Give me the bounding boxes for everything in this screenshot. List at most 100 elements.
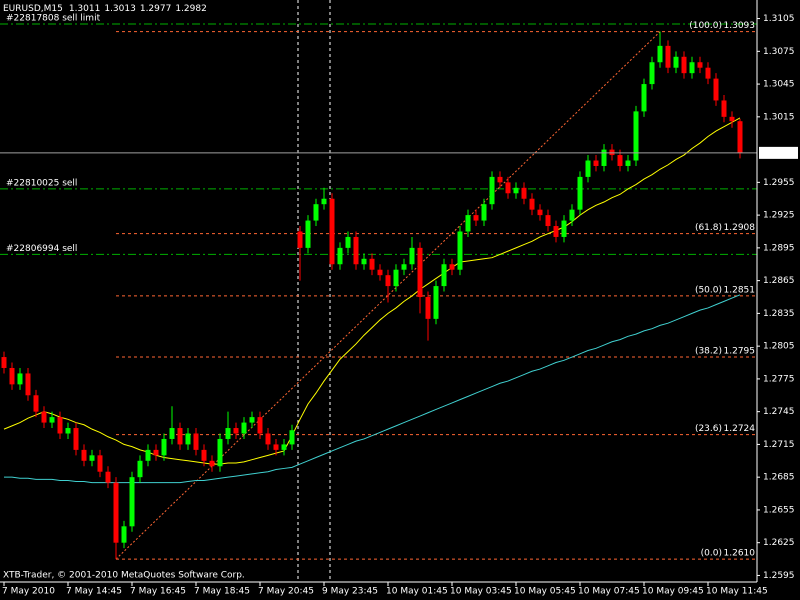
- x-tick-label: 10 May 09:45: [642, 587, 704, 597]
- fibonacci-ratio: (38.2): [695, 347, 722, 357]
- candle-body: [369, 258, 375, 270]
- candle-body: [689, 62, 695, 74]
- footer: XTB-Trader, © 2001-2010 MetaQuotes Softw…: [3, 571, 245, 581]
- order-label: #22810025 sell: [6, 178, 77, 188]
- candle-body: [97, 455, 103, 472]
- candle-body: [169, 428, 175, 439]
- candle-body: [73, 428, 79, 450]
- candle-body: [41, 411, 47, 423]
- y-tick-label: 1.2625: [763, 538, 795, 548]
- candle-body: [441, 264, 447, 287]
- x-tick-label: 7 May 20:45: [258, 587, 314, 597]
- candle-body: [377, 269, 383, 276]
- header-close: 1.2982: [175, 4, 207, 14]
- candle-body: [697, 62, 703, 68]
- candle-body: [641, 84, 647, 112]
- header-high: 1.3013: [104, 4, 136, 14]
- candle-body: [633, 111, 639, 161]
- candle-body: [489, 176, 495, 205]
- candle-body: [609, 149, 615, 156]
- candle-body: [145, 449, 151, 461]
- candle-body: [57, 417, 63, 434]
- candle-body: [265, 433, 271, 445]
- y-tick-label: 1.2715: [763, 440, 795, 450]
- candle-body: [257, 417, 263, 434]
- candle-body: [113, 482, 119, 543]
- candle-body: [105, 471, 111, 483]
- candle-body: [737, 121, 743, 153]
- candle-body: [521, 187, 527, 199]
- candle-body: [449, 264, 455, 270]
- candle-body: [65, 428, 71, 434]
- y-tick-label: 1.2805: [763, 342, 795, 352]
- fibonacci-ratio: (0.0): [701, 549, 722, 559]
- candle-body: [161, 438, 167, 456]
- candle-body: [601, 149, 607, 166]
- candle-body: [545, 215, 551, 227]
- y-tick-label: 1.2655: [763, 505, 795, 515]
- candle-body: [281, 444, 287, 450]
- candle-body: [129, 477, 135, 527]
- y-tick-label: 1.2895: [763, 243, 795, 253]
- candle-body: [681, 56, 687, 74]
- y-tick-label: 1.2595: [763, 571, 795, 581]
- order-label: #22817808 sell limit: [6, 14, 101, 24]
- x-tick-label: 7 May 18:45: [194, 587, 250, 597]
- candle-body: [625, 160, 631, 166]
- fibonacci-price: 1.2724: [724, 424, 756, 434]
- candle-body: [537, 209, 543, 216]
- fibonacci-price: 1.2610: [724, 549, 756, 559]
- candle-body: [337, 247, 343, 265]
- candle-body: [513, 187, 519, 194]
- chart-header: EURUSD,M15 1.3011 1.3013 1.2977 1.2982: [3, 4, 207, 14]
- candle-body: [729, 116, 735, 122]
- candle-body: [289, 430, 295, 445]
- y-tick-label: 1.3075: [763, 47, 795, 57]
- candle-body: [137, 460, 143, 478]
- fibonacci-ratio: (61.8): [695, 223, 722, 233]
- candle-body: [361, 258, 367, 265]
- fibonacci-ratio: (100.0): [689, 21, 722, 31]
- bid-label: 1.2982: [762, 148, 794, 158]
- candle-body: [217, 438, 223, 467]
- candle-body: [9, 367, 15, 385]
- candle-body: [617, 155, 623, 166]
- x-tick-label: 10 May 01:45: [386, 587, 448, 597]
- candle-body: [417, 247, 423, 298]
- candle-body: [121, 526, 127, 543]
- candle-body: [473, 215, 479, 221]
- x-tick-label: 7 May 14:45: [66, 587, 122, 597]
- x-tick-label: 7 May 2010: [2, 587, 55, 597]
- fibonacci-price: 1.2908: [724, 223, 756, 233]
- candle-body: [569, 209, 575, 221]
- fibonacci-ratio: (23.6): [695, 424, 722, 434]
- header-open: 1.3011: [69, 4, 101, 14]
- candle-body: [305, 220, 311, 248]
- candle-body: [177, 428, 183, 445]
- header-low: 1.2977: [140, 4, 172, 14]
- x-tick-label: 10 May 07:45: [578, 587, 640, 597]
- candle-body: [297, 231, 303, 248]
- candle-body: [425, 297, 431, 319]
- candle-body: [201, 449, 207, 461]
- candle-body: [25, 373, 31, 396]
- candle-body: [465, 215, 471, 232]
- moving-average-line: [3, 117, 741, 465]
- candle-body: [385, 275, 391, 287]
- fibonacci-price: 1.2795: [724, 347, 756, 357]
- candle-body: [505, 182, 511, 194]
- y-tick-label: 1.3105: [763, 14, 795, 24]
- candle-body: [329, 198, 335, 265]
- candle-body: [249, 417, 255, 423]
- candle-body: [713, 78, 719, 101]
- candle-body: [17, 373, 23, 385]
- candle-body: [433, 286, 439, 319]
- x-tick-label: 10 May 11:45: [706, 587, 768, 597]
- moving-average-line: [4, 294, 741, 484]
- candle-body: [529, 198, 535, 210]
- y-tick-label: 1.2685: [763, 473, 795, 483]
- candle-body: [345, 236, 351, 248]
